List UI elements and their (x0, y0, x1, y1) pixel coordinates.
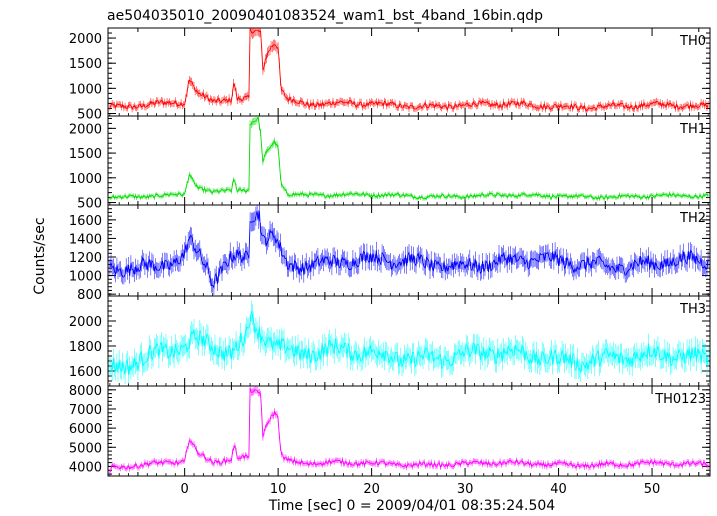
y-tick-label: 8000 (69, 384, 102, 399)
panel-frame (107, 115, 711, 206)
y-tick-label: 800 (77, 288, 102, 303)
panel-frame (107, 295, 711, 387)
y-tick-label: 5000 (69, 441, 102, 456)
x-tick-label: 0 (181, 482, 189, 497)
y-tick-label: 6000 (69, 422, 102, 437)
series-th1-errorbars (109, 116, 709, 202)
panel-th0: 500 1000 1500 2000 TH0 (69, 27, 711, 122)
y-tick-label: 1000 (69, 82, 102, 97)
x-axis-label: Time [sec] 0 = 2009/04/01 08:35:24.504 (268, 498, 556, 514)
panel-th3: 1600 1800 2000 TH3 (69, 295, 711, 387)
panel-th1: 500 1000 1500 2000 TH1 (69, 115, 711, 212)
panel-frame (107, 27, 711, 117)
x-tick-label: 10 (270, 482, 287, 497)
panel-label: TH2 (679, 211, 706, 226)
y-tick-label: 1500 (69, 57, 102, 72)
y-tick-label: 1200 (69, 251, 102, 266)
series-th2-errorbars (109, 205, 709, 295)
panel-label: TH1 (679, 122, 706, 137)
y-tick-label: 500 (77, 197, 102, 212)
y-tick-label: 1600 (69, 365, 102, 380)
series-th3-errorbars (109, 300, 709, 384)
x-tick-label: 20 (363, 482, 380, 497)
panel-label: TH3 (679, 302, 706, 317)
y-tick-label: 1600 (69, 214, 102, 229)
y-tick-label: 1000 (69, 270, 102, 285)
series-th0123-line (109, 387, 709, 473)
series-th0-errorbars (109, 28, 709, 114)
panel-label: TH0123 (654, 392, 706, 407)
y-tick-label: 2000 (69, 122, 102, 137)
y-tick-label: 7000 (69, 403, 102, 418)
panel-th0123: 4000 5000 6000 7000 8000 TH0123 (69, 384, 711, 477)
y-axis-label: Counts/sec (32, 217, 48, 294)
y-tick-label: 2000 (69, 32, 102, 47)
x-tick-label: 50 (644, 482, 661, 497)
y-tick-label: 500 (77, 107, 102, 122)
y-tick-label: 1500 (69, 147, 102, 162)
y-tick-label: 1000 (69, 172, 102, 187)
y-tick-label: 1400 (69, 232, 102, 247)
panel-label: TH0 (679, 34, 706, 49)
series-th0-line (109, 28, 709, 112)
x-tick-label: 40 (550, 482, 567, 497)
x-tick-label: 30 (457, 482, 474, 497)
chart-title: ae504035010_20090401083524_wam1_bst_4ban… (107, 8, 543, 24)
y-tick-label: 4000 (69, 460, 102, 475)
series-th0123-errorbars (109, 386, 709, 475)
panel-th2: 800 1000 1200 1400 1600 TH2 (69, 204, 711, 303)
y-tick-label: 2000 (69, 315, 102, 330)
y-tick-label: 1800 (69, 340, 102, 355)
